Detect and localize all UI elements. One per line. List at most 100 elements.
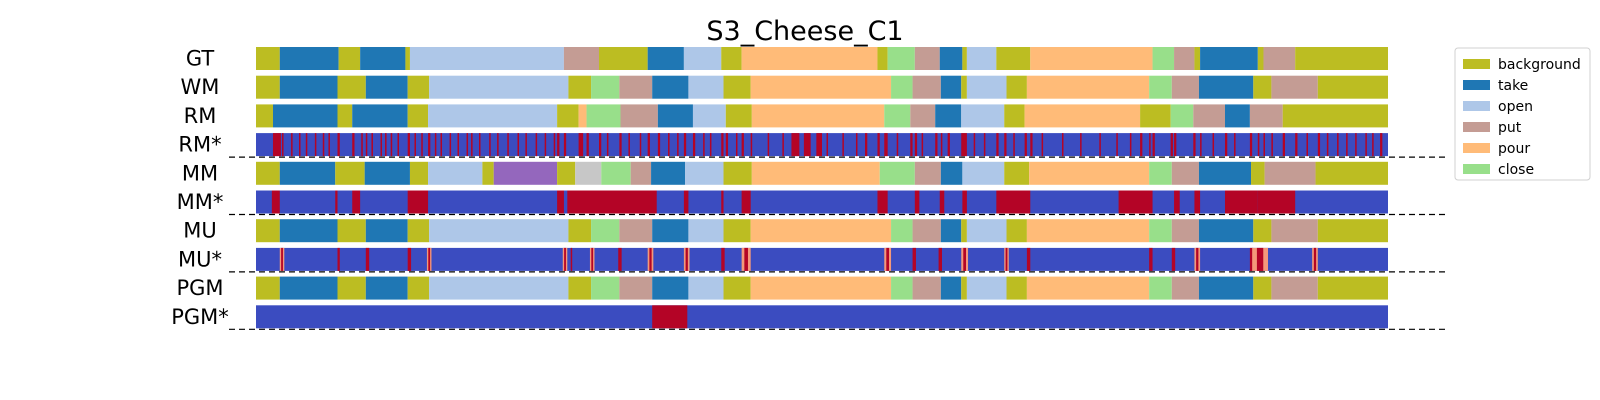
segment-open <box>688 276 724 300</box>
segment-pour <box>751 104 885 128</box>
segment-background <box>1257 47 1264 70</box>
error-span-core <box>685 247 688 271</box>
error-span <box>1030 133 1033 157</box>
segment-put <box>1271 276 1318 300</box>
legend-swatch <box>1463 59 1490 69</box>
error-span <box>1200 133 1202 157</box>
segment-background <box>996 47 1031 70</box>
segment-put <box>1171 75 1199 99</box>
segment-put <box>630 161 652 185</box>
error-row-base <box>256 247 1388 271</box>
error-span <box>299 133 301 157</box>
row-label: MM <box>182 161 218 185</box>
segment-close <box>591 219 620 243</box>
segment-take <box>939 47 963 70</box>
error-span <box>1061 133 1064 157</box>
error-span-core <box>591 247 594 271</box>
segment-open <box>685 161 724 185</box>
error-span <box>1174 190 1180 214</box>
error-span <box>507 133 509 157</box>
segment-put <box>1171 276 1199 300</box>
error-span <box>741 133 744 157</box>
segment-take <box>364 161 410 185</box>
error-span <box>1174 133 1177 157</box>
error-span-core <box>744 247 748 271</box>
segment-close <box>1149 75 1172 99</box>
error-span <box>352 133 355 157</box>
legend-swatch <box>1463 80 1490 90</box>
error-span <box>606 133 609 157</box>
segment-take <box>365 276 408 300</box>
segment-put <box>1271 75 1318 99</box>
error-span <box>1212 133 1215 157</box>
row-label: WM <box>181 75 220 99</box>
segment-background <box>1006 75 1027 99</box>
segment-close <box>884 104 911 128</box>
segment-background <box>568 75 592 99</box>
error-span <box>791 133 800 157</box>
error-span <box>428 133 431 157</box>
segment-put <box>912 75 941 99</box>
segment-background <box>723 219 751 243</box>
segment-pour <box>751 161 880 185</box>
error-span <box>390 133 393 157</box>
error-span <box>842 133 844 157</box>
segment-take <box>940 219 962 243</box>
error-span <box>1149 133 1151 157</box>
error-span <box>652 305 688 329</box>
segment-pour <box>1024 104 1141 128</box>
error-span <box>816 133 822 157</box>
segment-background <box>256 47 280 70</box>
error-span <box>1118 190 1153 214</box>
error-span <box>803 133 811 157</box>
segment-take <box>1200 47 1258 70</box>
error-span <box>352 190 361 214</box>
error-span <box>397 133 399 157</box>
segment-take <box>279 47 339 70</box>
segment-background <box>725 104 752 128</box>
segment-take <box>365 219 408 243</box>
segment-background <box>877 47 888 70</box>
error-span <box>1257 133 1260 157</box>
segment-open <box>966 75 1007 99</box>
error-span <box>407 133 410 157</box>
error-span <box>535 133 538 157</box>
segment-open <box>962 161 1005 185</box>
error-span <box>767 133 770 157</box>
legend-label: open <box>1498 99 1533 115</box>
error-span <box>421 133 423 157</box>
segment-close <box>891 276 913 300</box>
segment-close <box>591 276 620 300</box>
segment-close <box>586 104 621 128</box>
error-span <box>1249 133 1253 157</box>
legend-swatch <box>1463 143 1490 153</box>
segment-close <box>879 161 915 185</box>
segment-pour <box>750 75 892 99</box>
segment-background <box>1140 104 1171 128</box>
error-span <box>1149 247 1153 271</box>
segment-take <box>935 104 962 128</box>
segment-open <box>409 47 564 70</box>
error-span <box>947 133 950 157</box>
segment-background <box>961 276 967 300</box>
error-span <box>1271 133 1273 157</box>
row-label: MU* <box>178 247 222 271</box>
error-span <box>962 190 967 214</box>
segment-purple <box>493 161 558 185</box>
segment-open <box>428 161 483 185</box>
error-span <box>1116 133 1118 157</box>
segment-pour <box>1026 276 1150 300</box>
error-span <box>553 133 556 157</box>
segment-background <box>337 276 366 300</box>
error-span <box>914 133 918 157</box>
error-span-core <box>564 247 566 271</box>
error-span <box>973 133 976 157</box>
error-span-core <box>1005 247 1008 271</box>
error-span <box>365 133 368 157</box>
segment-put <box>1174 47 1195 70</box>
segment-put <box>914 47 940 70</box>
row-label: RM* <box>178 133 221 157</box>
segment-close <box>1149 276 1172 300</box>
error-span <box>328 133 330 157</box>
segment-take <box>279 75 338 99</box>
